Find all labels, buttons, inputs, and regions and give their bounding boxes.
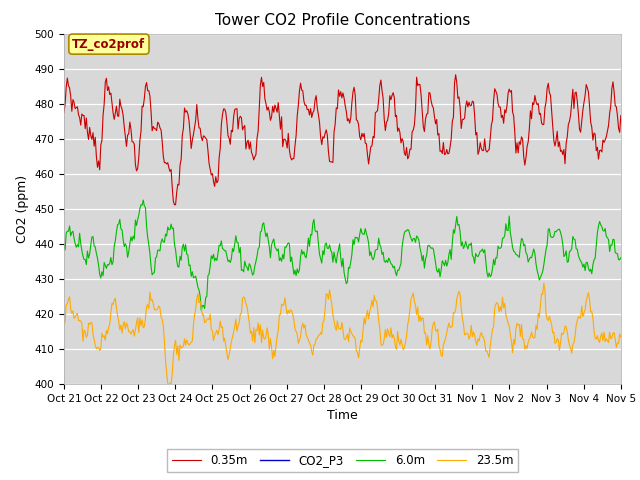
23.5m	[326, 287, 333, 293]
Legend: 0.35m, CO2_P3, 6.0m, 23.5m: 0.35m, CO2_P3, 6.0m, 23.5m	[167, 449, 518, 472]
23.5m	[518, 322, 525, 327]
0.35m	[362, 141, 370, 146]
23.5m	[60, 321, 68, 327]
6.0m	[364, 234, 371, 240]
0.35m	[606, 110, 614, 116]
Y-axis label: CO2 (ppm): CO2 (ppm)	[16, 175, 29, 243]
0.35m	[171, 202, 179, 208]
6.0m	[197, 308, 205, 313]
Line: 6.0m: 6.0m	[64, 200, 621, 311]
0.35m	[60, 109, 68, 115]
23.5m	[540, 280, 548, 286]
Line: 23.5m: 23.5m	[64, 283, 621, 386]
0.35m	[329, 159, 337, 165]
6.0m	[60, 241, 68, 247]
6.0m	[330, 249, 338, 255]
X-axis label: Time: Time	[327, 409, 358, 422]
6.0m	[394, 267, 401, 273]
Text: TZ_co2prof: TZ_co2prof	[72, 37, 145, 50]
23.5m	[165, 383, 173, 389]
0.35m	[326, 158, 333, 164]
23.5m	[617, 334, 625, 340]
0.35m	[452, 72, 460, 78]
23.5m	[393, 347, 401, 352]
6.0m	[327, 247, 335, 253]
6.0m	[606, 249, 614, 254]
Title: Tower CO2 Profile Concentrations: Tower CO2 Profile Concentrations	[214, 13, 470, 28]
6.0m	[519, 237, 527, 242]
0.35m	[519, 136, 527, 142]
0.35m	[393, 112, 401, 118]
6.0m	[140, 197, 147, 203]
0.35m	[617, 113, 625, 119]
23.5m	[329, 312, 337, 318]
6.0m	[617, 255, 625, 261]
23.5m	[362, 313, 370, 319]
23.5m	[606, 329, 614, 335]
Line: 0.35m: 0.35m	[64, 75, 621, 205]
